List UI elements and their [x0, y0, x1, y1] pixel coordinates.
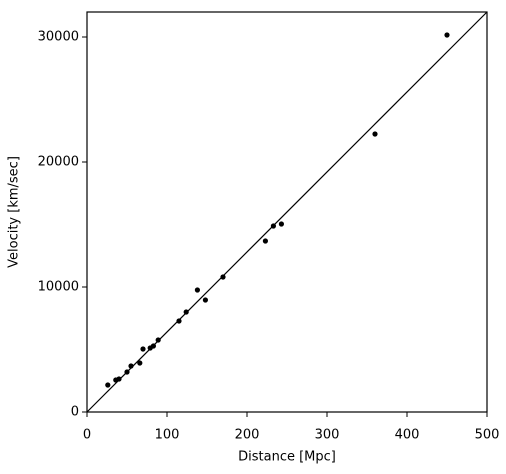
data-point: [194, 287, 200, 293]
data-point: [176, 318, 182, 324]
data-point: [202, 297, 208, 303]
x-axis-label: Distance [Mpc]: [238, 450, 336, 465]
x-tick-label: 400: [395, 428, 420, 443]
x-tick-label: 500: [475, 428, 500, 443]
data-point: [140, 346, 146, 352]
y-tick-label: 0: [71, 405, 79, 420]
data-point: [372, 131, 378, 137]
x-tick-label: 100: [155, 428, 180, 443]
data-point: [444, 32, 450, 38]
data-point: [128, 363, 134, 369]
data-point: [124, 369, 130, 375]
y-tick-label: 10000: [38, 280, 79, 295]
data-point: [183, 309, 189, 315]
x-tick-label: 0: [83, 428, 91, 443]
y-tick-label: 20000: [38, 155, 79, 170]
plot-frame: [86, 11, 488, 413]
data-point: [220, 274, 226, 280]
data-point: [278, 221, 284, 227]
y-tick-label: 30000: [38, 30, 79, 45]
data-point: [150, 343, 156, 349]
data-point: [270, 223, 276, 229]
data-point: [105, 382, 111, 388]
fit-line: [86, 11, 488, 413]
y-axis-label: Velocity [km/sec]: [7, 156, 22, 268]
x-tick-label: 300: [315, 428, 340, 443]
data-point: [262, 238, 268, 244]
data-point: [116, 376, 122, 382]
data-point: [155, 337, 161, 343]
data-point: [137, 360, 143, 366]
x-tick-label: 200: [235, 428, 260, 443]
